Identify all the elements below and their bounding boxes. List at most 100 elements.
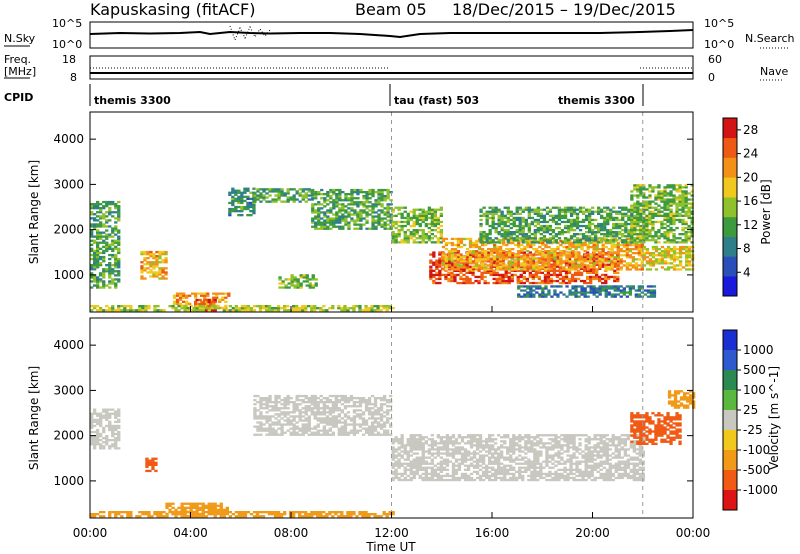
data-cell <box>595 287 599 290</box>
data-cell <box>373 397 378 400</box>
data-cell <box>346 405 351 408</box>
data-cell <box>326 199 330 202</box>
data-cell <box>283 401 287 404</box>
data-cell <box>215 292 219 295</box>
data-cell <box>572 210 577 213</box>
data-cell <box>637 252 641 255</box>
data-cell <box>648 196 652 199</box>
data-cell <box>337 409 341 412</box>
data-cell <box>591 231 595 234</box>
data-cell <box>549 277 554 281</box>
data-cell <box>352 307 356 310</box>
data-cell <box>304 427 308 430</box>
data-cell <box>533 237 537 240</box>
data-cell <box>604 281 608 285</box>
data-cell <box>364 399 369 402</box>
data-cell <box>253 409 257 412</box>
data-cell <box>259 196 263 199</box>
data-cell <box>462 243 467 247</box>
data-cell <box>90 430 94 434</box>
data-cell <box>586 254 590 257</box>
data-cell <box>630 235 634 238</box>
data-cell <box>684 231 688 234</box>
data-cell <box>259 192 263 195</box>
data-cell <box>278 282 282 285</box>
data-cell <box>502 262 506 265</box>
data-cell <box>610 268 614 271</box>
data-cell <box>276 307 281 310</box>
data-cell <box>631 258 635 261</box>
data-cell <box>259 427 263 430</box>
data-cell <box>344 193 348 196</box>
data-cell <box>364 405 369 408</box>
data-cell <box>301 411 305 414</box>
data-cell <box>346 433 351 436</box>
data-cell <box>633 222 637 226</box>
data-cell <box>491 208 495 211</box>
data-cell <box>368 191 372 194</box>
data-cell <box>560 208 565 211</box>
data-cell <box>648 233 652 236</box>
data-cell <box>240 205 244 209</box>
data-cell <box>462 266 467 269</box>
data-cell <box>539 224 543 228</box>
data-cell <box>532 258 536 261</box>
data-cell <box>93 219 97 222</box>
data-cell <box>501 281 505 285</box>
data-cell <box>102 239 106 242</box>
data-cell <box>534 271 538 274</box>
data-cell <box>690 198 694 201</box>
data-cell <box>654 248 659 251</box>
data-cell <box>598 275 602 279</box>
data-cell <box>268 417 272 420</box>
data-cell <box>304 423 308 426</box>
data-cell <box>432 261 436 264</box>
data-cell <box>325 405 329 408</box>
data-cell <box>541 262 545 265</box>
data-cell <box>353 211 357 214</box>
data-cell <box>370 411 375 414</box>
data-cell <box>313 433 317 436</box>
data-cell <box>352 401 357 404</box>
data-cell <box>619 243 623 247</box>
data-cell <box>557 218 562 222</box>
data-cell <box>93 253 97 257</box>
data-cell <box>424 212 428 215</box>
data-cell <box>660 222 664 226</box>
data-cell <box>370 394 375 398</box>
data-cell <box>450 237 455 241</box>
data-cell <box>530 222 534 226</box>
data-cell <box>90 309 94 312</box>
data-cell <box>111 435 115 438</box>
data-cell <box>486 271 490 274</box>
data-cell <box>604 269 608 272</box>
data-cell <box>172 300 177 303</box>
data-cell <box>332 219 336 222</box>
data-cell <box>573 279 578 283</box>
data-cell <box>438 273 442 277</box>
data-cell <box>322 433 326 436</box>
data-cell <box>568 293 572 296</box>
data-cell <box>553 250 557 253</box>
data-cell <box>459 245 464 249</box>
data-cell <box>645 226 649 230</box>
data-cell <box>681 266 686 269</box>
data-cell <box>273 309 278 312</box>
data-cell <box>500 239 504 242</box>
data-cell <box>595 275 599 279</box>
data-cell <box>102 437 106 440</box>
data-cell <box>93 445 97 448</box>
data-cell <box>341 215 345 218</box>
data-cell <box>453 243 458 247</box>
data-cell <box>640 260 644 263</box>
data-cell <box>604 293 608 296</box>
data-cell <box>350 207 354 210</box>
data-cell <box>506 218 510 222</box>
data-cell <box>310 194 314 197</box>
data-cell <box>218 300 222 303</box>
data-cell <box>439 237 443 240</box>
data-cell <box>292 196 296 199</box>
data-cell <box>528 271 532 274</box>
data-cell <box>311 225 315 228</box>
data-cell <box>480 250 485 253</box>
